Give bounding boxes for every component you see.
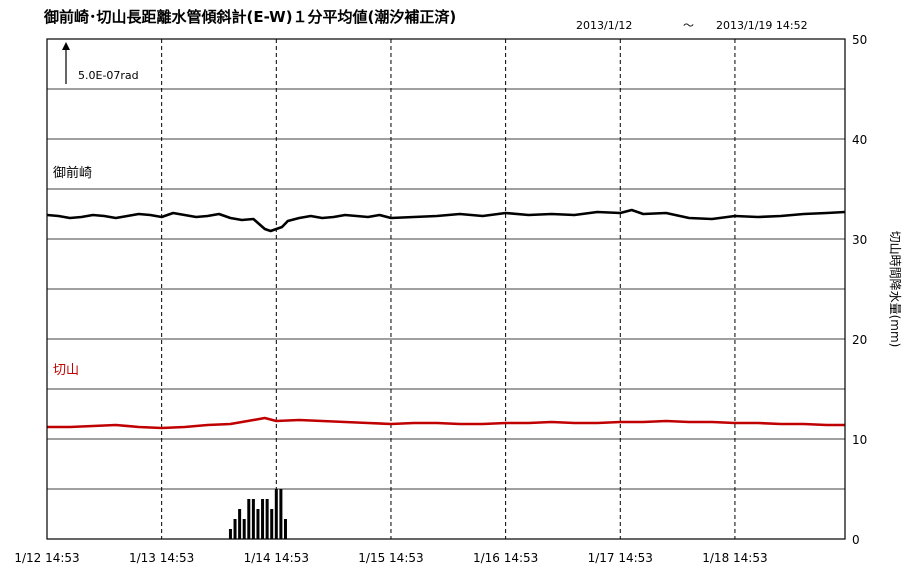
precip-bar bbox=[265, 499, 269, 539]
y2-axis-title: 切山時間降水量(mm) bbox=[888, 231, 902, 348]
x-tick-labels: 1/12 14:53 1/13 14:53 1/14 14:53 1/15 14:53… bbox=[14, 551, 767, 565]
period-separator: ～ bbox=[683, 19, 694, 32]
plot-frame bbox=[46, 38, 846, 540]
precip-bar bbox=[228, 529, 232, 539]
precip-bar bbox=[261, 499, 265, 539]
x-tick-label: 1/13 14:53 bbox=[129, 551, 194, 565]
x-tick-label: 1/14 14:53 bbox=[244, 551, 309, 565]
series-lines bbox=[46, 208, 846, 430]
x-tick-label: 1/15 14:53 bbox=[358, 551, 423, 565]
precip-bar bbox=[251, 499, 255, 539]
x-tick-label: 1/16 14:53 bbox=[473, 551, 538, 565]
precip-bar bbox=[274, 489, 278, 539]
precip-bar bbox=[242, 519, 246, 539]
y2-tick-label: 50 bbox=[852, 33, 867, 47]
y2-tick-labels: 0 10 20 30 40 50 bbox=[852, 33, 867, 547]
plot-grid bbox=[47, 39, 845, 539]
chart-title: 御前崎･切山長距離水管傾斜計(E-W)１分平均値(潮汐補正済) bbox=[43, 8, 456, 26]
series-label-omaezaki: 御前崎 bbox=[53, 165, 92, 181]
precip-bar bbox=[247, 499, 251, 539]
precip-bar bbox=[233, 519, 237, 539]
precip-bars bbox=[228, 489, 287, 539]
precip-bar bbox=[238, 509, 242, 539]
precip-bar bbox=[283, 519, 287, 539]
scale-bar-label: 5.0E-07rad bbox=[78, 69, 139, 82]
y2-tick-label: 40 bbox=[852, 133, 867, 147]
y2-tick-label: 30 bbox=[852, 233, 867, 247]
scale-arrow-icon bbox=[62, 42, 70, 50]
x-tick-label: 1/18 14:53 bbox=[702, 551, 767, 565]
period-end: 2013/1/19 14:52 bbox=[716, 19, 808, 32]
x-tick-label: 1/17 14:53 bbox=[588, 551, 653, 565]
y2-tick-label: 0 bbox=[852, 533, 860, 547]
y2-tick-label: 20 bbox=[852, 333, 867, 347]
series-line bbox=[46, 208, 846, 233]
series-label-kiriyama: 切山 bbox=[53, 363, 79, 378]
precip-bar bbox=[256, 509, 260, 539]
y2-tick-label: 10 bbox=[852, 433, 867, 447]
scale-bar: 5.0E-07rad bbox=[62, 42, 139, 84]
precip-bar bbox=[279, 489, 283, 539]
series-line bbox=[47, 416, 845, 430]
x-tick-label: 1/12 14:53 bbox=[14, 551, 79, 565]
period-start: 2013/1/12 bbox=[576, 19, 632, 32]
precip-bar bbox=[270, 509, 274, 539]
